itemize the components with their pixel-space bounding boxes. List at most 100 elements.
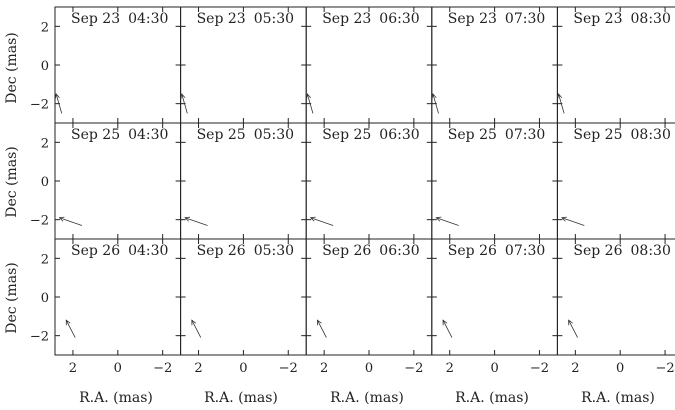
panel-title: Sep 26 07:30 <box>448 243 545 259</box>
panel-time: 05:30 <box>254 127 294 143</box>
panel-time: 08:30 <box>631 127 671 143</box>
panel-time: 05:30 <box>254 243 294 259</box>
panel-title: Sep 26 04:30 <box>71 243 168 259</box>
panel-date: Sep 25 <box>573 127 622 143</box>
direction-arrow <box>59 217 83 226</box>
direction-arrow <box>561 217 585 226</box>
direction-arrow <box>65 320 76 338</box>
direction-arrow <box>436 217 459 226</box>
x-tick-label: 2 <box>446 361 454 376</box>
panel: Sep 26 04:30 2 0 −2 2 0 −2 <box>30 238 182 376</box>
panel: Sep 25 07:30 <box>431 122 558 240</box>
panel: Sep 25 08:30 <box>556 122 675 240</box>
x-tick-label: 2 <box>194 361 202 376</box>
panel-time: 06:30 <box>379 11 419 27</box>
y-axis-label: Dec (mas) <box>4 32 20 104</box>
panel-title: Sep 25 04:30 <box>71 127 168 143</box>
panel: Sep 25 06:30 <box>305 122 433 240</box>
y-tick-label: 2 <box>41 136 49 151</box>
panel-time: 07:30 <box>505 243 545 259</box>
panel-time: 07:30 <box>505 11 545 27</box>
x-tick-label: 2 <box>320 361 328 376</box>
panel-title: Sep 25 08:30 <box>573 127 670 143</box>
panel-time: 07:30 <box>505 127 545 143</box>
direction-arrow-head <box>442 319 448 326</box>
x-axis-label: R.A. (mas) <box>204 390 278 406</box>
panel-title: Sep 23 05:30 <box>197 11 294 27</box>
direction-arrow <box>317 320 327 338</box>
direction-arrow <box>432 93 439 114</box>
panel-date: Sep 23 <box>448 11 497 27</box>
y-axis-label: Dec (mas) <box>4 262 20 334</box>
direction-arrow <box>306 93 314 114</box>
panel-date: Sep 26 <box>197 243 246 259</box>
x-tick-label: −2 <box>279 361 298 376</box>
panel-title: Sep 26 05:30 <box>197 243 294 259</box>
direction-arrow <box>181 93 188 114</box>
direction-arrow-head <box>191 319 197 326</box>
panel: Sep 23 07:30 <box>431 6 558 124</box>
direction-arrow-head <box>557 93 563 99</box>
panel-time: 04:30 <box>128 243 168 259</box>
panel-title: Sep 25 05:30 <box>197 127 294 143</box>
x-tick-label: 0 <box>616 361 624 376</box>
direction-arrow-head <box>58 216 65 222</box>
x-tick-label: −2 <box>530 361 549 376</box>
direction-arrow-head <box>316 319 322 326</box>
axis-layer: Dec (mas) Dec (mas) Dec (mas) R.A. (mas)… <box>4 32 655 406</box>
direction-arrow-head <box>309 216 316 222</box>
panel-title: Sep 23 07:30 <box>448 11 545 27</box>
direction-arrow-head <box>435 216 442 222</box>
x-tick-label: 0 <box>239 361 247 376</box>
panel: Sep 26 07:30 2 0 −2 <box>431 238 558 376</box>
panel-title: Sep 26 08:30 <box>573 243 670 259</box>
x-axis-label: R.A. (mas) <box>330 390 404 406</box>
direction-arrow-head <box>431 93 437 99</box>
panel: Sep 26 08:30 2 0 −2 <box>556 238 675 376</box>
panel: Sep 23 06:30 <box>305 6 433 124</box>
panel-date: Sep 25 <box>197 127 246 143</box>
x-tick-label: 2 <box>571 361 579 376</box>
panel-title: Sep 25 07:30 <box>448 127 545 143</box>
y-tick-label: 2 <box>41 252 49 267</box>
panel-date: Sep 26 <box>71 243 120 259</box>
panel-time: 08:30 <box>631 11 671 27</box>
panel-title: Sep 23 08:30 <box>573 11 670 27</box>
panel: Sep 23 05:30 <box>180 6 307 124</box>
x-tick-label: −2 <box>404 361 423 376</box>
x-tick-label: −2 <box>153 361 172 376</box>
panel-date: Sep 26 <box>322 243 371 259</box>
panel: Sep 26 06:30 2 0 −2 <box>305 238 433 376</box>
direction-arrow <box>55 93 63 114</box>
y-tick-label: 2 <box>41 20 49 35</box>
direction-arrow <box>184 217 208 226</box>
direction-arrow <box>191 320 202 338</box>
panel-date: Sep 26 <box>573 243 622 259</box>
panel: Sep 23 04:30 2 0 −2 <box>30 6 182 124</box>
panel: Sep 25 05:30 <box>180 122 307 240</box>
panel-title: Sep 26 06:30 <box>322 243 419 259</box>
panel-date: Sep 23 <box>573 11 622 27</box>
y-tick-label: 0 <box>41 291 49 306</box>
panel-time: 06:30 <box>379 127 419 143</box>
x-tick-label: −2 <box>655 361 674 376</box>
direction-arrow-head <box>54 93 60 99</box>
panel-date: Sep 25 <box>71 127 120 143</box>
direction-arrow-head <box>65 319 71 326</box>
panel-time: 08:30 <box>631 243 671 259</box>
panel-date: Sep 23 <box>71 11 120 27</box>
x-tick-label: 0 <box>490 361 498 376</box>
y-axis-label: Dec (mas) <box>4 146 20 218</box>
panel-date: Sep 25 <box>322 127 371 143</box>
panel-title: Sep 25 06:30 <box>322 127 419 143</box>
panel-date: Sep 23 <box>322 11 371 27</box>
panel-date: Sep 26 <box>448 243 497 259</box>
direction-arrow-head <box>184 216 191 222</box>
direction-arrow <box>558 93 565 114</box>
panel: Sep 25 04:30 2 0 −2 <box>30 122 182 240</box>
direction-arrow-head <box>180 93 186 99</box>
panel-time: 04:30 <box>128 11 168 27</box>
x-tick-label: 0 <box>114 361 122 376</box>
